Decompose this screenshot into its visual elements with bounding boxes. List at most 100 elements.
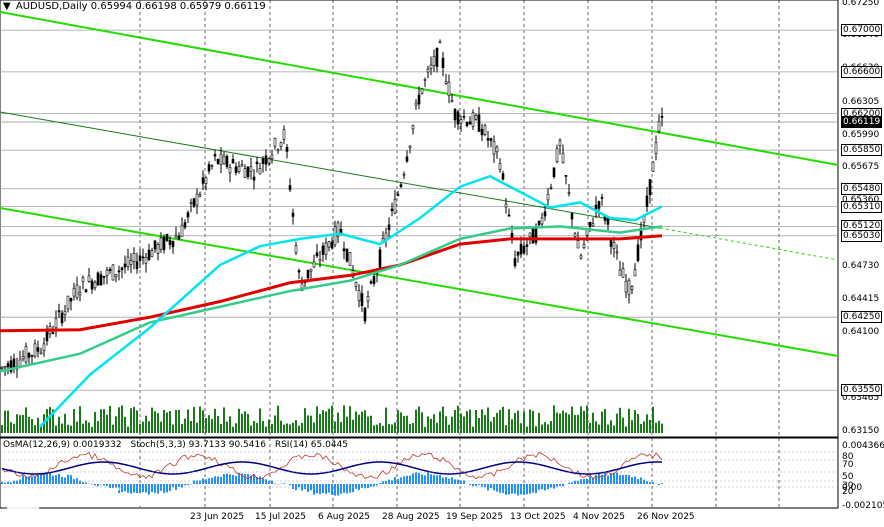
osma-bar <box>382 481 384 484</box>
watermark: instaforex Instant Forex Trading <box>6 484 177 521</box>
volume-bar <box>217 415 219 433</box>
price-bar-body <box>264 155 268 165</box>
price-bar-body <box>360 293 364 306</box>
osma-bar <box>556 484 558 487</box>
osma-bar <box>364 484 366 489</box>
osma-bar <box>619 475 621 484</box>
indicator-tick-label: 50 <box>842 472 854 482</box>
volume-bar <box>625 426 627 433</box>
price-bar-body <box>84 289 88 293</box>
volume-bar <box>196 422 198 433</box>
osma-bar <box>559 484 561 486</box>
collapse-arrow-icon[interactable]: ▼ <box>3 1 11 12</box>
osma-label: OsMA(12,26,9) 0.0019332 <box>3 440 122 450</box>
osma-bar <box>409 475 411 484</box>
osma-bar <box>352 484 354 493</box>
volume-bar <box>634 410 636 433</box>
price-bar-body <box>138 255 142 262</box>
osma-bar <box>31 476 33 484</box>
osma-bar <box>253 473 255 484</box>
price-bar-body <box>111 264 115 281</box>
osma-bar <box>16 480 18 484</box>
volume-bar <box>112 424 114 433</box>
osma-bar <box>61 476 63 484</box>
volume-bar <box>583 410 585 433</box>
volume-bar <box>613 425 615 433</box>
price-bar-body <box>504 203 508 208</box>
volume-bar <box>547 424 549 433</box>
osma-bar <box>433 474 435 484</box>
price-bar-body <box>27 353 31 358</box>
volume-bar <box>592 412 594 433</box>
volume-bar <box>394 422 396 433</box>
price-bar-body <box>297 270 301 273</box>
osma-bar <box>349 484 351 493</box>
price-bar-body <box>129 260 133 265</box>
indicator-tick-label: 20 <box>842 487 854 497</box>
osma-bar <box>37 474 39 484</box>
volume-bar <box>433 414 435 433</box>
symbol-timeframe: AUDUSD,Daily <box>15 1 88 12</box>
osma-bar <box>517 484 519 496</box>
volume-bar <box>28 416 30 433</box>
volume-bar <box>292 422 294 433</box>
volume-bar <box>82 423 84 433</box>
osma-bar <box>442 477 444 484</box>
price-bar-body <box>243 168 247 179</box>
osma-bar <box>43 473 45 484</box>
price-bar-body <box>114 274 118 278</box>
osma-bar <box>265 479 267 484</box>
volume-bar <box>478 417 480 433</box>
volume-bar <box>502 406 504 433</box>
price-bar-body <box>657 120 661 132</box>
volume-bar <box>463 416 465 433</box>
osma-bar <box>484 484 486 488</box>
price-bar-body <box>0 366 4 369</box>
volume-bar <box>361 411 363 433</box>
price-bar-body <box>246 166 250 178</box>
osma-bar <box>130 484 132 496</box>
volume-bar <box>235 423 237 433</box>
chart-header: ▼ AUDUSD,Daily 0.65994 0.66198 0.65979 0… <box>3 1 266 12</box>
osma-bar <box>22 475 24 484</box>
volume-bar <box>607 424 609 433</box>
price-bar-body <box>357 290 361 302</box>
date-tick-label: 28 Aug 2025 <box>382 512 440 522</box>
volume-bar <box>340 422 342 433</box>
channel-lower-line <box>0 207 839 357</box>
volume-bar <box>346 416 348 433</box>
osma-bar <box>217 476 219 484</box>
volume-bar <box>181 424 183 433</box>
price-bar-body <box>327 241 331 248</box>
osma-bar <box>394 477 396 484</box>
volume-bar <box>544 422 546 433</box>
volume-bar <box>301 422 303 433</box>
price-bar-body <box>285 147 289 152</box>
osma-bar <box>172 484 174 488</box>
osma-bar <box>109 484 111 489</box>
osma-bar <box>46 473 48 484</box>
date-tick-label: 15 Jul 2025 <box>255 512 306 522</box>
price-bar-body <box>408 145 412 149</box>
volume-bar <box>52 409 54 433</box>
price-bar-body <box>219 153 223 165</box>
volume-bar <box>517 410 519 433</box>
price-bar-body <box>186 212 190 218</box>
volume-bar <box>628 408 630 433</box>
volume-bar <box>232 426 234 433</box>
price-bar-body <box>519 243 523 255</box>
price-bar-body <box>180 224 184 237</box>
osma-bar <box>475 484 477 486</box>
price-bar-body <box>291 212 295 217</box>
osma-bar <box>301 484 303 491</box>
price-bar-body <box>345 248 349 262</box>
osma-bar <box>478 484 480 485</box>
price-bar-body <box>102 275 106 278</box>
price-bar-body <box>390 208 394 211</box>
price-bar-body <box>306 269 310 279</box>
volume-bar <box>349 406 351 433</box>
price-bar-body <box>645 195 649 207</box>
price-bar-body <box>33 343 37 357</box>
price-tick-label: 0.64415 <box>842 293 880 304</box>
